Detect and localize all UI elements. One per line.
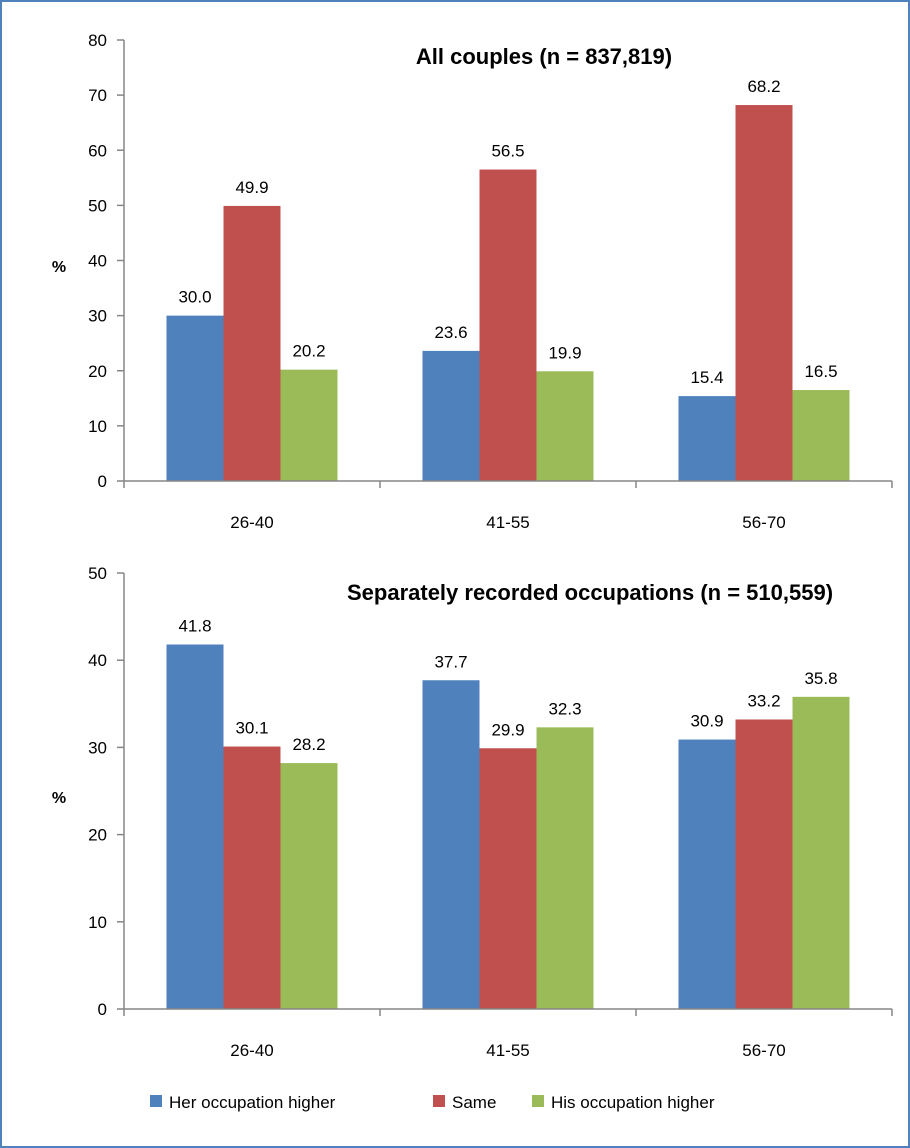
y-tick-label: 0 xyxy=(98,1000,107,1019)
x-tick-label: 26-40 xyxy=(230,1041,273,1060)
bar-her-occupation-higher-26-40 xyxy=(166,644,224,1009)
data-label: 19.9 xyxy=(548,343,581,362)
data-label: 29.9 xyxy=(491,720,524,739)
bar-his-occupation-higher-56-70 xyxy=(792,390,850,481)
data-label: 30.9 xyxy=(690,712,723,731)
y-tick-label: 10 xyxy=(88,417,107,436)
x-tick-label: 41-55 xyxy=(486,513,529,532)
data-label: 49.9 xyxy=(235,178,268,197)
data-label: 30.0 xyxy=(178,288,211,307)
data-label: 56.5 xyxy=(491,142,524,161)
data-label: 37.7 xyxy=(434,652,467,671)
legend-label-same: Same xyxy=(452,1093,496,1112)
bar-his-occupation-higher-41-55 xyxy=(536,371,594,481)
legend-swatch-her-occupation-higher xyxy=(150,1095,162,1107)
bar-her-occupation-higher-56-70 xyxy=(678,396,736,481)
bar-his-occupation-higher-26-40 xyxy=(280,763,338,1009)
bar-same-41-55 xyxy=(479,169,537,481)
y-tick-label: 30 xyxy=(88,738,107,757)
y-tick-label: 50 xyxy=(88,196,107,215)
data-label: 20.2 xyxy=(292,342,325,361)
x-tick-label: 41-55 xyxy=(486,1041,529,1060)
data-label: 32.3 xyxy=(548,699,581,718)
x-tick-label: 56-70 xyxy=(742,1041,785,1060)
y-tick-label: 40 xyxy=(88,651,107,670)
y-tick-label: 40 xyxy=(88,252,107,271)
bar-same-56-70 xyxy=(735,105,793,482)
y-axis-label: % xyxy=(52,790,66,807)
bar-same-26-40 xyxy=(223,205,281,481)
y-tick-label: 60 xyxy=(88,141,107,160)
data-label: 15.4 xyxy=(690,368,723,387)
data-label: 35.8 xyxy=(804,669,837,688)
bar-his-occupation-higher-41-55 xyxy=(536,727,594,1009)
chart-panel-separately-recorded: Separately recorded occupations (n = 510… xyxy=(52,564,893,1060)
data-label: 30.1 xyxy=(235,719,268,738)
y-tick-label: 10 xyxy=(88,913,107,932)
y-tick-label: 70 xyxy=(88,86,107,105)
y-tick-label: 80 xyxy=(88,31,107,50)
data-label: 16.5 xyxy=(804,362,837,381)
y-axis-label: % xyxy=(52,259,66,276)
x-tick-label: 56-70 xyxy=(742,513,785,532)
chart-panel-all-couples: All couples (n = 837,819) % 0 10 20 30 40 50 6… xyxy=(52,31,893,532)
y-tick-label: 0 xyxy=(98,472,107,491)
y-tick-label: 30 xyxy=(88,307,107,326)
legend-label-her-occupation-higher: Her occupation higher xyxy=(169,1093,336,1112)
data-label: 68.2 xyxy=(747,77,780,96)
bar-her-occupation-higher-41-55 xyxy=(422,350,480,481)
y-tick-label: 50 xyxy=(88,564,107,583)
chart-title: All couples (n = 837,819) xyxy=(416,44,672,69)
legend-label-his-occupation-higher: His occupation higher xyxy=(551,1093,715,1112)
data-label: 33.2 xyxy=(747,691,780,710)
bar-same-26-40 xyxy=(223,746,281,1009)
bar-her-occupation-higher-41-55 xyxy=(422,680,480,1009)
y-tick-label: 20 xyxy=(88,826,107,845)
legend-swatch-his-occupation-higher xyxy=(532,1095,544,1107)
bar-same-56-70 xyxy=(735,719,793,1009)
y-tick-label: 20 xyxy=(88,362,107,381)
bar-same-41-55 xyxy=(479,748,537,1009)
bar-his-occupation-higher-26-40 xyxy=(280,369,338,481)
legend-swatch-same xyxy=(433,1095,445,1107)
chart-title: Separately recorded occupations (n = 510… xyxy=(347,580,833,605)
chart-legend: Her occupation higher Same His occupatio… xyxy=(150,1093,715,1112)
data-label: 28.2 xyxy=(292,735,325,754)
bar-his-occupation-higher-56-70 xyxy=(792,696,850,1009)
data-label: 41.8 xyxy=(178,617,211,636)
data-label: 23.6 xyxy=(434,323,467,342)
x-tick-label: 26-40 xyxy=(230,513,273,532)
bar-her-occupation-higher-26-40 xyxy=(166,315,224,481)
bar-her-occupation-higher-56-70 xyxy=(678,739,736,1009)
